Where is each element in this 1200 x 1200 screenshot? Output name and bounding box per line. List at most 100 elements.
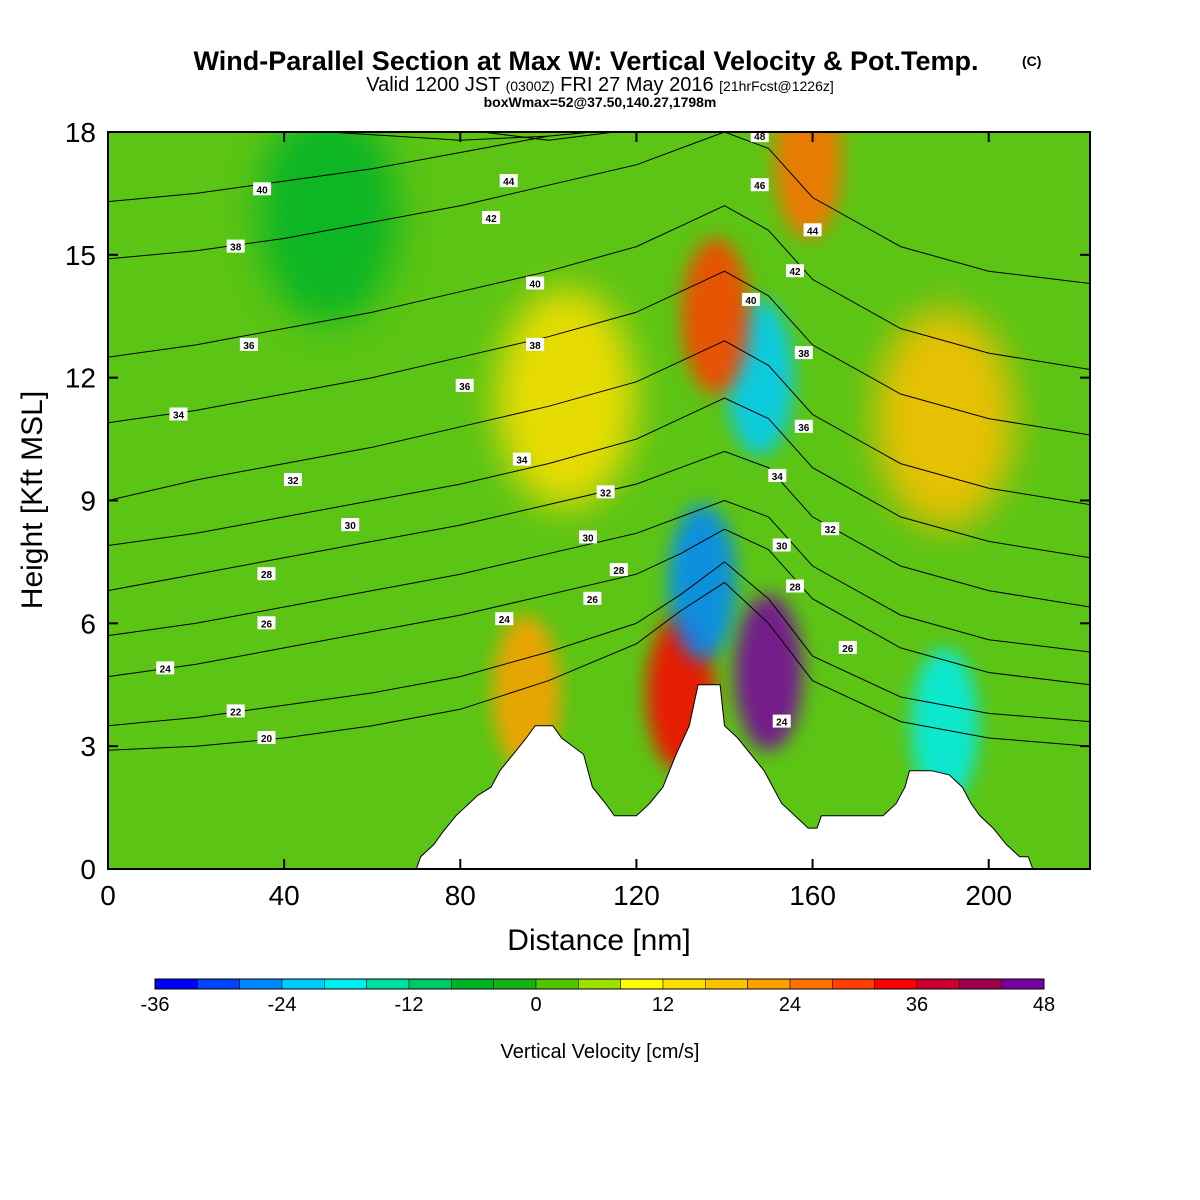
colorbar-tick-label: 48 xyxy=(1033,994,1055,1016)
colorbar-swatch xyxy=(366,978,410,990)
contour-label: 34 xyxy=(169,407,188,422)
svg-text:28: 28 xyxy=(789,583,801,594)
colorbar-swatch xyxy=(832,978,875,990)
vertical-velocity-field xyxy=(258,132,1015,804)
contour-label: 28 xyxy=(786,579,804,594)
velocity-cell xyxy=(495,288,636,509)
svg-text:34: 34 xyxy=(173,411,185,422)
svg-text:40: 40 xyxy=(745,296,757,307)
contour-label: 36 xyxy=(794,419,813,434)
contour-label: 44 xyxy=(803,223,822,237)
svg-text:44: 44 xyxy=(807,226,819,237)
contour-label: 24 xyxy=(156,661,175,675)
svg-text:30: 30 xyxy=(345,521,357,532)
contour-label: 26 xyxy=(838,640,857,655)
svg-text:40: 40 xyxy=(530,280,542,291)
colorbar-title: Vertical Velocity [cm/s] xyxy=(501,1041,700,1063)
svg-text:24: 24 xyxy=(499,615,511,626)
colorbar-swatch xyxy=(197,978,240,990)
colorbar-swatch xyxy=(239,978,283,990)
colorbar-tick-label: 24 xyxy=(779,994,801,1016)
svg-text:42: 42 xyxy=(789,267,801,278)
contour-label: 48 xyxy=(750,132,769,143)
contour-label: 30 xyxy=(772,538,791,553)
svg-text:32: 32 xyxy=(825,525,837,536)
svg-text:36: 36 xyxy=(243,341,255,352)
contour-label: 32 xyxy=(821,522,840,536)
contour-label: 28 xyxy=(257,567,276,581)
y-tick-label: 12 xyxy=(65,363,96,394)
colorbar-swatch xyxy=(493,978,537,990)
svg-text:28: 28 xyxy=(613,566,625,577)
contour-label: 40 xyxy=(741,292,760,307)
svg-text:38: 38 xyxy=(230,243,242,254)
velocity-cell xyxy=(681,238,750,395)
colorbar-swatch xyxy=(916,978,960,990)
plot-area: 20 22 24 26 28 30 32 34 36 38 40 42 44 40 38 36 34 32 30 28… xyxy=(108,132,1090,869)
svg-text:44: 44 xyxy=(503,177,515,188)
y-axis-title: Height [Kft MSL] xyxy=(16,391,49,609)
theta-contour-36 xyxy=(108,205,1090,370)
theta-contour-28 xyxy=(108,450,1090,608)
subtitle-date: FRI 27 May 2016 xyxy=(560,74,713,96)
colorbar-tick-label: -12 xyxy=(395,994,424,1016)
y-tick-label: 6 xyxy=(80,608,96,639)
contour-label: 30 xyxy=(579,530,597,544)
chart-title: Wind-Parallel Section at Max W: Vertical… xyxy=(194,46,979,76)
contour-label: 24 xyxy=(495,612,514,626)
colorbar: -36 -24 -12 0 12 24 36 48 xyxy=(141,978,1055,1016)
contour-label: 38 xyxy=(794,346,813,360)
y-tick-label: 18 xyxy=(65,117,96,148)
colorbar-swatch xyxy=(578,978,621,990)
svg-text:28: 28 xyxy=(261,570,273,581)
x-axis: 0 40 80 120 160 200 xyxy=(100,132,1012,911)
svg-text:30: 30 xyxy=(582,533,594,544)
colorbar-swatch xyxy=(747,978,791,990)
contour-label: 32 xyxy=(596,485,615,499)
x-axis-title: Distance [nm] xyxy=(507,924,690,957)
contour-label: 40 xyxy=(526,276,545,291)
colorbar-tick-label: 0 xyxy=(530,994,541,1016)
colorbar-swatch xyxy=(408,978,452,990)
svg-text:48: 48 xyxy=(754,132,766,143)
svg-text:36: 36 xyxy=(798,423,810,434)
svg-text:38: 38 xyxy=(798,349,810,360)
theta-contour-20 xyxy=(108,581,1090,751)
theta-contour-30 xyxy=(108,397,1090,559)
contour-label: 22 xyxy=(226,704,245,718)
svg-text:40: 40 xyxy=(257,185,269,196)
contour-label: 40 xyxy=(253,182,272,196)
contour-label: 46 xyxy=(750,178,769,192)
x-tick-label: 200 xyxy=(965,880,1012,911)
svg-text:24: 24 xyxy=(776,718,788,729)
y-tick-label: 0 xyxy=(80,854,96,885)
contour-label: 36 xyxy=(239,337,258,352)
svg-text:20: 20 xyxy=(261,734,273,745)
contour-label: 20 xyxy=(257,731,276,745)
colorbar-swatch xyxy=(959,978,1002,990)
x-tick-label: 80 xyxy=(445,880,476,911)
contour-label: 26 xyxy=(257,616,276,630)
velocity-cell xyxy=(734,594,803,751)
chart-subtitle-box: boxWmax=52@37.50,140.27,1798m xyxy=(484,94,717,110)
theta-contour-44 xyxy=(482,132,615,141)
contour-label: 24 xyxy=(772,714,791,729)
colorbar-swatch xyxy=(662,978,706,990)
contour-label: 32 xyxy=(284,473,302,487)
svg-text:34: 34 xyxy=(772,472,784,483)
theta-contour-26 xyxy=(108,499,1090,653)
velocity-cell xyxy=(668,504,737,661)
contour-label: 26 xyxy=(583,591,602,606)
contour-label: 42 xyxy=(786,264,804,278)
theta-contour-24 xyxy=(108,528,1090,686)
velocity-cell xyxy=(874,308,1015,529)
title-copyright-mark: (C) xyxy=(1022,53,1041,69)
contour-label: 28 xyxy=(609,563,628,577)
svg-text:46: 46 xyxy=(754,181,766,192)
contour-label: 42 xyxy=(482,211,501,225)
colorbar-tick-label: 12 xyxy=(652,994,674,1016)
theta-contour-38 xyxy=(108,132,1090,284)
svg-text:36: 36 xyxy=(459,382,471,393)
